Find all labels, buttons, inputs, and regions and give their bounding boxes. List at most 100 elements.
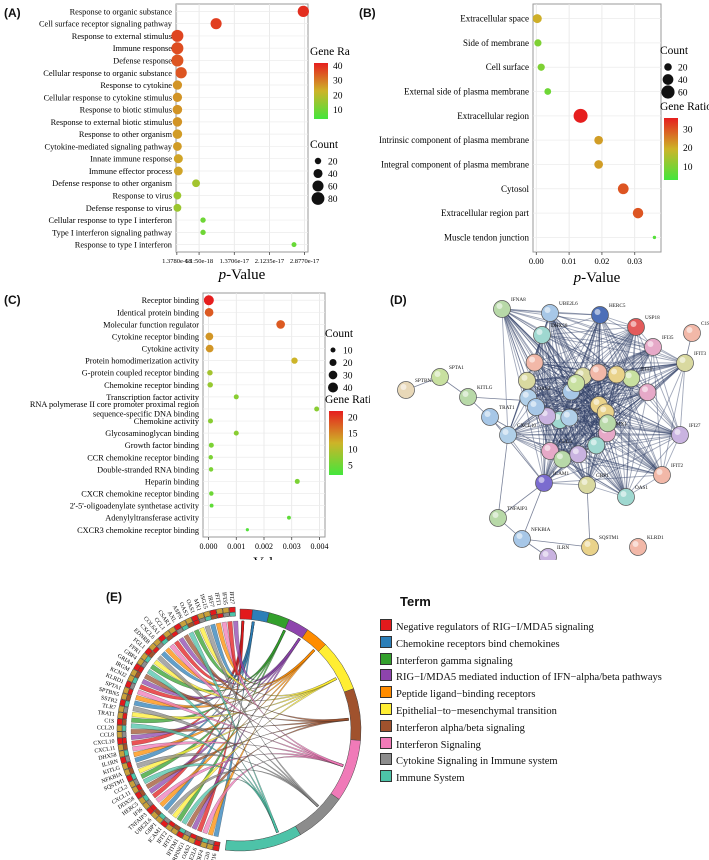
network-node	[676, 354, 694, 372]
color-legend-title: Gene Ratio	[660, 101, 709, 113]
gene-arc-outer	[168, 626, 177, 635]
gene-arc-outer	[153, 638, 162, 647]
network-node-highlight	[594, 309, 601, 315]
network-node-highlight	[492, 512, 499, 518]
network-edge	[541, 334, 600, 406]
network-edge	[541, 334, 579, 455]
network-node-highlight	[484, 411, 491, 417]
data-point	[594, 160, 603, 169]
gene-arc-outer	[128, 780, 137, 789]
network-edge	[501, 308, 654, 348]
data-point	[171, 54, 184, 67]
term-label: Response to biotic stimulus	[80, 106, 172, 115]
network-edge	[507, 434, 597, 446]
network-edge	[549, 312, 607, 413]
network-edge	[526, 380, 608, 434]
network-node	[567, 374, 585, 392]
network-node	[525, 353, 544, 372]
data-point	[207, 418, 213, 424]
term-arc	[224, 825, 301, 852]
network-node	[527, 398, 545, 416]
network-edge	[534, 362, 561, 421]
data-point	[204, 307, 214, 317]
gene-arc-outer	[120, 692, 128, 701]
term-label: Cellular response to organic substance	[43, 69, 172, 78]
network-node	[459, 388, 477, 406]
network-node	[587, 436, 606, 455]
network-edge	[616, 374, 627, 498]
network-edge	[526, 380, 663, 476]
network-node-highlight	[686, 327, 693, 333]
network-node-label: IFI27	[689, 423, 701, 429]
term-label: Negative regulators of RIG−I/MDA5 signal…	[396, 622, 594, 633]
network-edge	[501, 308, 632, 379]
color-legend-tick: 20	[683, 144, 693, 154]
data-point	[209, 503, 214, 508]
term-label: Response to type I interferon	[75, 241, 173, 250]
network-node-highlight	[556, 453, 563, 460]
data-point	[233, 394, 239, 400]
gene-label: TLR7	[102, 703, 117, 711]
network-node	[607, 365, 626, 384]
network-edge	[541, 334, 654, 348]
x-tick-label: 0.001	[227, 542, 245, 551]
term-label: Immune System	[396, 773, 465, 785]
term-legend-item: Peptide ligand−binding receptors	[380, 686, 535, 700]
size-legend-dot	[661, 85, 675, 99]
term-label: Double-stranded RNA binding	[97, 465, 199, 474]
network-node	[560, 408, 579, 427]
data-point	[537, 63, 545, 71]
network-edge	[582, 314, 601, 377]
network-node-highlight	[641, 386, 648, 393]
network-node-highlight	[679, 357, 686, 363]
ppi-network: IFNA8 UBE2L6 HERC5 USP18 C1S DHX58 IFIT3 IFI35 S…	[397, 297, 709, 560]
gene-arc-outer	[148, 642, 157, 652]
size-legend-value: 80	[328, 195, 338, 205]
network-edge	[562, 404, 600, 460]
network-edge	[541, 334, 548, 417]
network-node-label: KITLG	[477, 385, 493, 391]
network-edge	[543, 391, 572, 484]
color-legend-bar	[664, 118, 678, 180]
gene-arc-outer	[142, 801, 151, 810]
color-legend-tick: 30	[683, 125, 693, 135]
network-node-label: IFIT3	[694, 351, 707, 357]
x-tick-label: 0.003	[283, 542, 301, 551]
network-edge	[575, 382, 663, 476]
term-label: Cell surface	[486, 62, 529, 72]
network-node	[644, 338, 662, 356]
network-node-highlight	[674, 429, 681, 435]
network-edge	[546, 377, 632, 417]
network-edge	[543, 445, 597, 484]
network-edge	[501, 308, 608, 434]
gene-arc-outer	[173, 622, 182, 631]
term-arc	[295, 793, 340, 836]
network-edge	[625, 392, 648, 498]
data-point	[172, 80, 183, 90]
gene-label: IRF4	[196, 849, 205, 860]
network-edge	[559, 346, 654, 421]
network-edge	[534, 362, 579, 455]
network-node-label: USP18	[645, 315, 660, 321]
color-legend-title: Gene Ratio	[310, 46, 350, 58]
data-point	[172, 129, 183, 139]
term-label: Cytokine receptor binding	[112, 332, 199, 341]
term-legend-item: Negative regulators of RIG−I/MDA5 signal…	[380, 619, 594, 633]
network-edge	[528, 397, 599, 406]
chord-ribbon	[199, 626, 337, 697]
network-node-highlight	[632, 541, 639, 547]
data-point	[276, 320, 285, 329]
gene-arc-outer	[136, 657, 145, 667]
network-edge	[596, 445, 663, 476]
term-swatch	[380, 686, 392, 699]
network-node-highlight	[530, 401, 537, 408]
data-point	[173, 191, 182, 200]
network-edge	[679, 362, 686, 436]
gene-arc-outer	[129, 668, 138, 677]
gene-label: IFI16	[210, 853, 218, 860]
network-edge	[543, 404, 600, 484]
network-edge	[501, 308, 572, 392]
size-legend-value: 30	[343, 372, 353, 382]
network-edge	[507, 432, 607, 436]
data-point	[594, 135, 603, 145]
